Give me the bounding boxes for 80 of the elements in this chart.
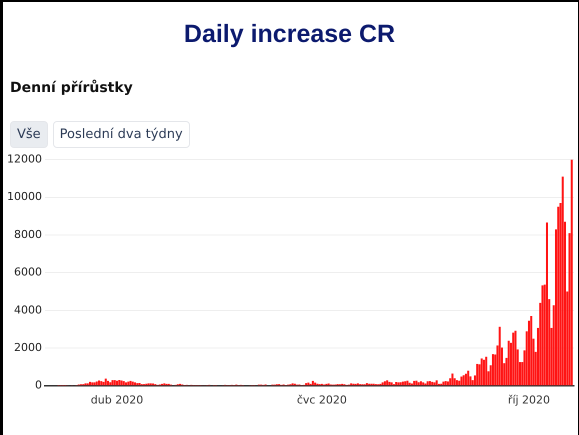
bar <box>96 381 98 386</box>
bar <box>400 382 402 386</box>
bar <box>557 206 560 386</box>
bar <box>127 382 130 386</box>
bar <box>492 354 494 386</box>
y-tick-label: 4000 <box>14 303 42 316</box>
bar <box>114 380 116 386</box>
bar <box>100 381 102 386</box>
bar <box>530 316 532 386</box>
bar <box>562 176 564 386</box>
bar <box>413 380 416 386</box>
bar <box>485 356 488 386</box>
text: Vše <box>10 121 48 148</box>
bar <box>460 376 462 386</box>
x-tick-label: čvc 2020 <box>296 393 347 406</box>
bar <box>420 381 422 386</box>
bar <box>122 381 125 386</box>
bar <box>476 364 478 386</box>
bar <box>458 380 460 386</box>
bar <box>307 382 310 386</box>
bar <box>570 160 573 386</box>
bar <box>433 382 436 386</box>
bar <box>116 380 118 386</box>
bar <box>388 382 390 386</box>
bar <box>107 380 110 386</box>
bar <box>132 382 134 386</box>
chart-title: Daily increase CR <box>182 20 396 49</box>
bar <box>98 380 100 386</box>
bar <box>102 382 105 386</box>
x-tick-label: dub 2020 <box>90 393 144 406</box>
y-tick-label: 6000 <box>14 266 42 279</box>
bar <box>480 358 483 386</box>
bar <box>482 360 485 386</box>
bar <box>404 381 406 386</box>
bar <box>130 380 132 386</box>
chart-subtitle: Denní přírůstky <box>10 80 133 96</box>
bar <box>406 380 408 386</box>
bar <box>451 374 454 386</box>
bar <box>436 380 438 386</box>
bar <box>546 222 548 386</box>
bar <box>91 382 94 386</box>
bar <box>431 382 434 386</box>
text: Poslední dva týdny <box>52 121 190 148</box>
y-tick-label: 0 <box>34 378 42 392</box>
bar <box>395 382 398 386</box>
x-tick-label: říj 2020 <box>508 393 550 406</box>
y-tick-label: 12000 <box>6 152 42 166</box>
bar <box>444 381 447 386</box>
bar <box>386 380 388 386</box>
bar <box>467 370 470 386</box>
bar <box>382 382 384 386</box>
bar <box>415 380 418 386</box>
bar <box>134 382 136 386</box>
bar <box>428 381 431 386</box>
bar <box>418 382 420 386</box>
bar <box>125 382 128 386</box>
bar <box>118 380 120 386</box>
y-tick-label: 2000 <box>14 340 42 354</box>
bar <box>514 330 516 386</box>
bar <box>446 381 449 386</box>
bar <box>384 381 386 386</box>
bar <box>426 381 429 386</box>
bar <box>512 332 514 386</box>
bar <box>464 374 467 386</box>
bar <box>456 380 458 386</box>
bar <box>541 285 544 386</box>
y-tick-label: 8000 <box>14 228 42 241</box>
bar <box>94 382 96 386</box>
bar <box>104 378 107 386</box>
bar <box>312 380 314 386</box>
bar <box>112 380 114 386</box>
bar <box>498 326 501 386</box>
bar <box>462 375 465 386</box>
bar <box>508 340 510 386</box>
bar <box>120 380 123 386</box>
bar <box>402 382 404 386</box>
bar <box>89 382 92 386</box>
bar <box>109 382 112 386</box>
bar <box>397 382 400 386</box>
y-tick-label: 10000 <box>6 190 42 204</box>
